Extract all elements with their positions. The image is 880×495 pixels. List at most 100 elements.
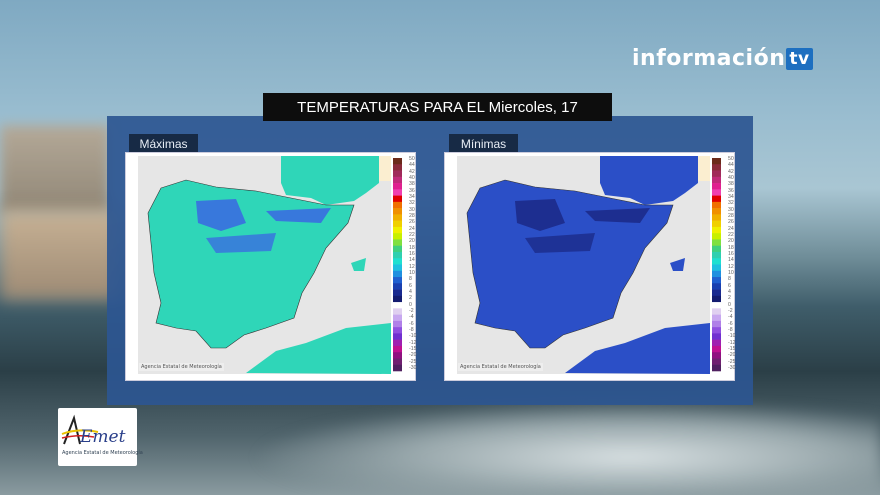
- legend-label: 40: [728, 174, 734, 181]
- legend-swatch: [712, 220, 721, 228]
- background-city: [0, 125, 110, 215]
- cold-area: [515, 199, 565, 231]
- legend-label: -4: [728, 314, 733, 321]
- legend-swatch: [393, 295, 402, 303]
- legend-swatch: [393, 220, 402, 228]
- legend-swatch: [393, 264, 402, 272]
- legend-label: 32: [728, 200, 734, 207]
- legend-swatch: [393, 283, 402, 290]
- legend-label: 10: [728, 269, 734, 276]
- legend-label: -20: [728, 352, 736, 359]
- legend-swatch: [393, 277, 402, 284]
- legend-swatch: [712, 164, 721, 171]
- legend-swatch: [712, 189, 721, 196]
- legend-swatch: [393, 339, 402, 347]
- legend-label: 4: [409, 288, 412, 295]
- legend-label: 16: [728, 250, 734, 257]
- brand-tv: tv: [786, 47, 813, 70]
- legend-label: 0: [728, 301, 731, 308]
- legend-label: 22: [728, 231, 734, 238]
- legend-swatch: [712, 245, 721, 253]
- legend-label: 14: [728, 257, 734, 264]
- legend-swatch: [393, 314, 402, 322]
- aemet-logo: Emet Agencia Estatal de Meteorología: [58, 408, 143, 466]
- legend-swatch: [712, 327, 721, 334]
- africa-region: [565, 323, 710, 374]
- legend-label: -2: [728, 307, 733, 314]
- legend-label: -30: [728, 364, 736, 371]
- legend-swatch: [712, 314, 721, 322]
- max-temperature-map: Agencia Estatal de Meteorología 50 44 42 40…: [125, 152, 417, 381]
- legend-swatch: [393, 345, 402, 353]
- legend-swatch: [712, 195, 721, 203]
- legend-label: -15: [728, 345, 736, 352]
- legend-swatch: [393, 176, 402, 184]
- legend-label: -10: [728, 333, 736, 340]
- legend-swatch: [393, 195, 402, 203]
- legend-label: -12: [728, 339, 736, 346]
- legend-label: -20: [409, 352, 417, 359]
- cold-area: [525, 233, 595, 253]
- legend-label: 32: [409, 200, 415, 207]
- legend-swatch: [393, 308, 402, 315]
- legend-swatch: [393, 158, 402, 165]
- legend-swatch: [393, 239, 402, 247]
- legend-swatch: [393, 302, 402, 309]
- tab-minimas: Mínimas: [449, 134, 518, 153]
- legend-label: 18: [728, 244, 734, 251]
- legend-swatch: [712, 170, 721, 178]
- legend-label: 0: [409, 301, 412, 308]
- legend-label: 10: [409, 269, 415, 276]
- tab-maximas: Máximas: [129, 134, 198, 153]
- france-region: [600, 156, 698, 205]
- legend-label: -30: [409, 364, 417, 371]
- legend-label: -15: [409, 345, 417, 352]
- legend-swatch: [393, 233, 402, 240]
- legend-swatch: [393, 170, 402, 178]
- legend-swatch: [712, 270, 721, 278]
- legend-swatch: [712, 358, 721, 366]
- france-region: [281, 156, 379, 205]
- background-beach: [0, 210, 120, 300]
- legend-label: -12: [409, 339, 417, 346]
- legend-label: 36: [409, 187, 415, 194]
- legend-label: 24: [728, 225, 734, 232]
- legend-swatch: [712, 277, 721, 284]
- legend-label: 50: [728, 156, 734, 162]
- legend-swatch: [712, 345, 721, 353]
- legend-swatch: [393, 208, 402, 215]
- legend-label: -6: [409, 320, 414, 327]
- legend-label: 38: [728, 181, 734, 188]
- legend-label: 6: [728, 282, 731, 289]
- legend-label: -10: [409, 333, 417, 340]
- svg-text:Emet: Emet: [79, 427, 126, 447]
- aemet-wordmark: Emet: [61, 414, 126, 447]
- legend-label: 42: [728, 168, 734, 175]
- legend-label: 34: [409, 193, 415, 200]
- cold-area: [206, 233, 276, 253]
- legend-swatch: [393, 320, 402, 328]
- legend-swatch: [393, 289, 402, 297]
- legend-label: 8: [728, 276, 731, 283]
- legend-swatch: [712, 339, 721, 347]
- legend-swatch: [393, 183, 402, 190]
- map-credit: Agencia Estatal de Meteorología: [139, 363, 224, 371]
- legend-label: 40: [409, 174, 415, 181]
- legend-swatch: [712, 208, 721, 215]
- legend-label: 12: [409, 263, 415, 270]
- informacion-tv-logo: información tv: [632, 46, 813, 71]
- legend-swatch: [712, 158, 721, 165]
- legend-label: 42: [409, 168, 415, 175]
- legend-swatch: [712, 226, 721, 234]
- legend-swatch: [712, 320, 721, 328]
- legend-swatch: [712, 283, 721, 290]
- cold-area: [266, 208, 331, 223]
- legend-label: -25: [728, 358, 736, 365]
- legend-label: 2: [728, 295, 731, 302]
- legend-swatch: [712, 289, 721, 297]
- legend-swatch: [712, 295, 721, 303]
- legend-swatch: [712, 333, 721, 340]
- legend-label: 28: [728, 212, 734, 219]
- legend-label: 36: [728, 187, 734, 194]
- map-graphic: [138, 156, 402, 374]
